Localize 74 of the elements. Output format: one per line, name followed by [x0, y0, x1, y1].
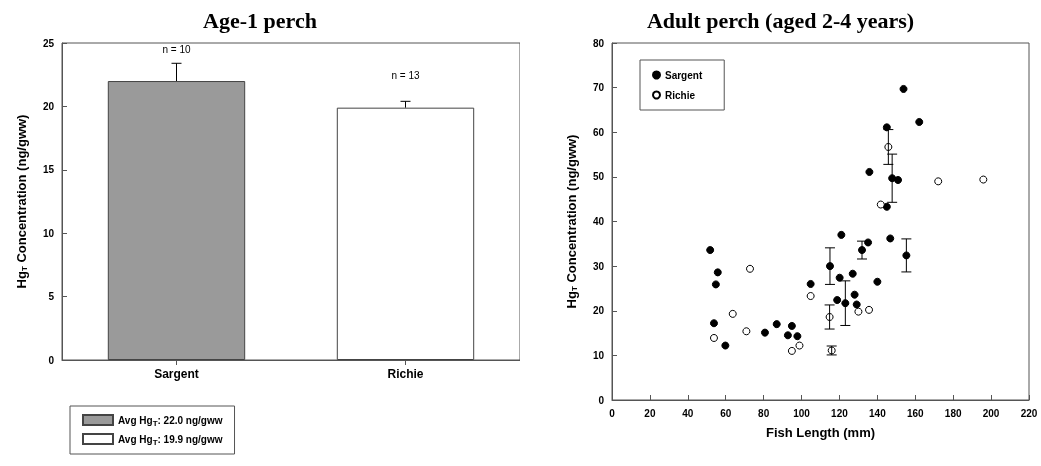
- point: [865, 167, 874, 176]
- point: [852, 300, 861, 309]
- y-tick-label: 15: [42, 164, 55, 176]
- y-tick-label: 60: [592, 126, 605, 138]
- point: [806, 279, 815, 288]
- y-axis-title: HgT Concentration (ng/gww): [13, 114, 29, 289]
- x-tick-label: 180: [944, 407, 962, 419]
- point: [728, 309, 737, 318]
- point: [848, 269, 857, 278]
- point: [721, 341, 730, 350]
- point: [795, 341, 804, 350]
- point: [835, 273, 844, 282]
- legend-label: Sargent: [665, 69, 703, 81]
- y-tick-label: 25: [42, 37, 55, 49]
- y-tick-label: 70: [592, 82, 605, 94]
- point: [915, 117, 924, 126]
- point: [865, 305, 874, 314]
- x-tick-label: 200: [982, 407, 1000, 419]
- x-tick-label: 60: [720, 407, 732, 419]
- x-tick-label: 80: [758, 407, 770, 419]
- point: [894, 176, 903, 184]
- point: [886, 234, 895, 243]
- point: [709, 319, 718, 328]
- y-tick-label: 10: [592, 349, 605, 361]
- point: [979, 175, 988, 184]
- point: [760, 328, 769, 337]
- point: [713, 268, 722, 277]
- point: [793, 332, 802, 341]
- x-tick-label: 120: [831, 407, 849, 419]
- x-tick-label: 140: [869, 407, 887, 419]
- y-tick-label: 20: [42, 100, 55, 112]
- point: [882, 123, 891, 132]
- point: [772, 320, 781, 329]
- y-tick-label: 0: [598, 394, 605, 406]
- point: [864, 238, 873, 247]
- point: [706, 246, 715, 255]
- chart-title: Age-1 perch: [203, 7, 317, 33]
- x-tick-label: 100: [793, 407, 811, 419]
- point: [873, 277, 882, 286]
- point: [711, 280, 720, 289]
- legend-label: Richie: [665, 89, 696, 101]
- point: [833, 296, 842, 305]
- point: [837, 230, 846, 239]
- y-axis-title: HgT Concentration (ng/gww): [563, 134, 579, 309]
- annotation: n = 10: [162, 43, 191, 55]
- x-tick-label: 160: [906, 407, 925, 419]
- y-tick-label: 10: [42, 227, 55, 239]
- x-tick-label: 220: [1020, 407, 1038, 419]
- point: [841, 299, 850, 308]
- y-tick-label: 20: [592, 305, 605, 317]
- point: [746, 264, 754, 273]
- y-tick-label: 40: [592, 216, 605, 227]
- chart-title: Adult perch (aged 2-4 years): [646, 7, 915, 33]
- y-tick-label: 5: [48, 291, 55, 303]
- annotation: n = 13: [391, 70, 420, 82]
- y-tick-label: 0: [48, 354, 55, 366]
- x-tick-label: 20: [644, 407, 656, 419]
- point: [787, 346, 796, 355]
- y-tick-label: 50: [592, 171, 605, 183]
- point: [934, 177, 943, 186]
- x-axis-title: Fish Length (mm): [765, 425, 876, 440]
- point: [850, 290, 859, 299]
- point: [787, 321, 796, 330]
- y-tick-label: 80: [592, 37, 605, 49]
- point: [709, 333, 718, 342]
- point: [854, 307, 863, 316]
- point: [899, 84, 908, 93]
- point: [742, 327, 751, 336]
- point: [783, 331, 792, 340]
- y-tick-label: 30: [592, 260, 605, 272]
- point: [876, 200, 885, 209]
- x-tick-label: 0: [609, 407, 616, 419]
- x-tick-label: 40: [682, 407, 694, 419]
- point: [806, 292, 815, 301]
